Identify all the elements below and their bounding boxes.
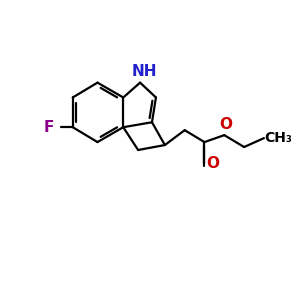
Text: F: F xyxy=(44,120,54,135)
Text: O: O xyxy=(219,117,232,132)
Text: O: O xyxy=(206,156,219,171)
Text: NH: NH xyxy=(131,64,157,79)
Text: CH₃: CH₃ xyxy=(264,131,292,145)
